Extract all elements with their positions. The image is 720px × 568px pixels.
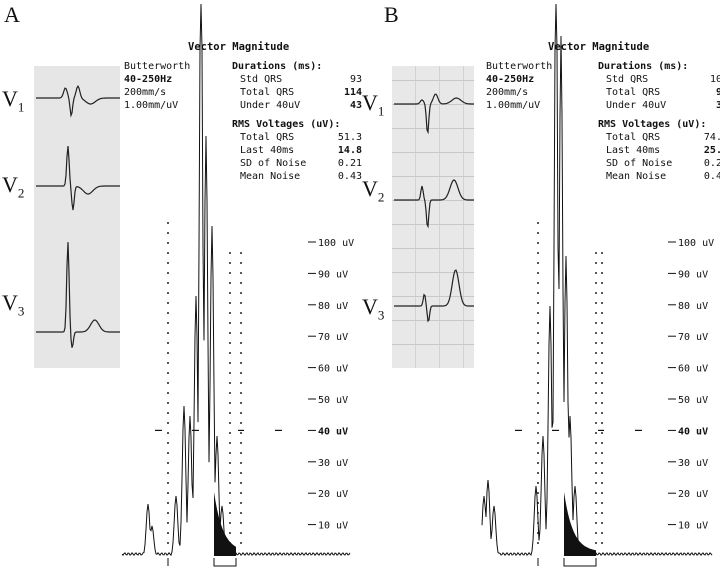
- panel-a-ecg-strip: [34, 66, 120, 368]
- stat-std-qrs: Std QRS 93: [240, 74, 362, 85]
- stat-rms-total-qrs: Total QRS 51.3: [240, 132, 362, 143]
- panel-a-v3-trace: [36, 242, 120, 348]
- panel-a-vector-magnitude-trace: [121, 3, 351, 557]
- stat-total-qrs: Total QRS 114: [240, 87, 362, 98]
- panel-a-ytick-label: 30 uV: [318, 458, 348, 469]
- panel-a-letter: A: [4, 2, 20, 27]
- filter-band: 40-250Hz: [486, 74, 535, 85]
- filter-gain: 1.00mm/uV: [124, 100, 179, 111]
- stat-sd-noise: SD of Noise 0.21: [240, 158, 362, 169]
- panel-a-filter-info: Butterworth 40-250Hz 200mm/s 1.00mm/uV: [124, 60, 190, 112]
- panel-b-stats: Durations (ms): Std QRS101 Total QRS92 U…: [598, 60, 720, 183]
- filter-band: 40-250Hz: [124, 74, 173, 85]
- panel-b-ecg-strip: [392, 66, 474, 368]
- panel-a-lead-v3: V3: [2, 290, 25, 319]
- panel-a-ytick-label: 90 uV: [318, 269, 348, 280]
- rms-header: RMS Voltages (uV):: [232, 119, 341, 130]
- panel-a-stats: Durations (ms): Std QRS 93 Total QRS 114 U…: [232, 60, 362, 183]
- panel-a-last40-bracket: [213, 558, 237, 567]
- panel-a-lead-v2: V2: [2, 172, 25, 201]
- panel-a: A Vector Magnitude Butterworth 40-250Hz …: [2, 2, 362, 368]
- stat-mean-noise: Mean Noise 0.43: [240, 171, 362, 182]
- panel-b-v3-trace: [394, 269, 474, 323]
- panel-b-ytick-label: 70 uV: [678, 332, 708, 343]
- panel-b-ytick-label: 40 uV: [678, 426, 708, 437]
- stat-total-qrs: Total QRS92: [606, 87, 720, 98]
- panel-a-v1-trace: [36, 84, 120, 118]
- panel-b-ytick-label: 100 uV: [678, 238, 714, 249]
- panel-b-filter-info: Butterworth 40-250Hz 200mm/s 1.00mm/uV: [486, 60, 552, 112]
- panel-a-ytick-label: 60 uV: [318, 364, 348, 375]
- panel-b-terminal-fill: [564, 492, 596, 556]
- panel-a-ytick-label: 10 uV: [318, 521, 348, 532]
- panel-b-ytick-label: 80 uV: [678, 301, 708, 312]
- panel-b-last40-bracket: [563, 558, 597, 567]
- panel-a-terminal-fill: [214, 492, 236, 556]
- panel-b-lead-v3: V3: [362, 294, 385, 323]
- panel-b-ytick-label: 60 uV: [678, 364, 708, 375]
- panel-b-lead-v2: V2: [362, 176, 385, 205]
- panel-b: B Vector Magnitude Butterworth 40-250Hz …: [360, 0, 720, 568]
- filter-gain: 1.00mm/uV: [486, 100, 541, 111]
- stat-under-40uv: Under 40uV34: [606, 100, 720, 111]
- panel-b-ytick-label: 20 uV: [678, 489, 708, 500]
- filter-name: Butterworth: [486, 61, 553, 72]
- panel-b-v2-trace: [394, 179, 474, 229]
- filter-speed: 200mm/s: [124, 87, 167, 98]
- filter-name: Butterworth: [124, 61, 191, 72]
- durations-header: Durations (ms):: [232, 61, 323, 72]
- panel-b-lead-v1: V1: [362, 90, 385, 119]
- panel-a-title: Vector Magnitude: [188, 41, 290, 53]
- stat-rms-last-40ms: Last 40ms 14.8: [240, 145, 362, 156]
- panel-a-ytick-label: 100 uV: [318, 238, 354, 249]
- panel-a-v2-trace: [36, 146, 120, 211]
- stat-under-40uv: Under 40uV 43: [240, 100, 362, 111]
- stat-std-qrs: Std QRS101: [606, 74, 720, 85]
- panel-a-ytick-label: 40 uV: [318, 426, 348, 437]
- panel-b-v1-trace: [394, 93, 474, 135]
- panel-a-ytick-label: 50 uV: [318, 395, 348, 406]
- panel-a-lead-v1: V1: [2, 86, 25, 115]
- panel-b-vector-magnitude-trace: [481, 3, 713, 557]
- panel-a-ytick-label: 70 uV: [318, 332, 348, 343]
- durations-header: Durations (ms):: [598, 61, 689, 72]
- panel-b-title: Vector Magnitude: [548, 41, 650, 53]
- panel-b-ytick-label: 30 uV: [678, 458, 708, 469]
- rms-header: RMS Voltages (uV):: [598, 119, 707, 130]
- panel-a-ytick-label: 80 uV: [318, 301, 348, 312]
- panel-b-ytick-label: 10 uV: [678, 521, 708, 532]
- filter-speed: 200mm/s: [486, 87, 529, 98]
- panel-b-letter: B: [384, 2, 399, 27]
- panel-a-ytick-label: 20 uV: [318, 489, 348, 500]
- panel-b-ytick-label: 90 uV: [678, 269, 708, 280]
- panel-b-ytick-label: 50 uV: [678, 395, 708, 406]
